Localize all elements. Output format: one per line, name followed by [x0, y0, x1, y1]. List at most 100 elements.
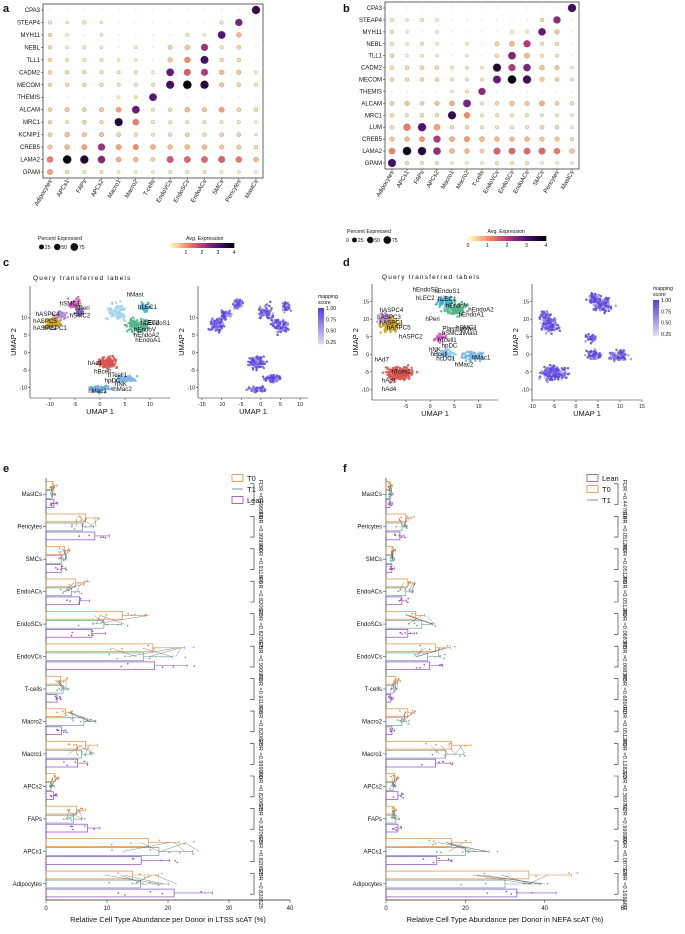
bar-lean-endoscs: [45, 629, 93, 638]
dot-alcam-faps: [419, 101, 425, 106]
c-left-cell-point: [141, 325, 144, 328]
c-left-cell-point: [131, 324, 134, 327]
c-right-cell-point: [277, 375, 281, 378]
d-left-cell-point: [469, 351, 472, 354]
donor-point-t1-smcs: [62, 559, 65, 562]
dot-kcnip1-t-cells: [151, 132, 155, 137]
c-right-cell-point: [267, 374, 271, 378]
donor-point-lean-smcs: [389, 568, 392, 570]
donor-point-t0-endovcs: [428, 648, 431, 651]
donor-point-lean-apcs1: [132, 857, 135, 860]
gene-label-cpa3: CPA3: [25, 8, 41, 14]
dot-mrc1-endoscs: [510, 113, 514, 118]
bar-t0-apcs1: [45, 838, 149, 847]
dot-mecom-macro2: [133, 82, 138, 87]
dot-cpa3-endovcs: [169, 9, 171, 11]
colorbar-step: [219, 243, 222, 248]
donor-point-t0-endovcs: [446, 645, 449, 647]
fdr-bracket-endoacs: [250, 580, 255, 603]
bar-t1-endoscs: [385, 620, 423, 629]
dot-themis-apcs1: [66, 96, 68, 98]
bar-lean-apcs2: [385, 791, 399, 800]
c-left-cell-point: [69, 303, 73, 306]
dot-tll1-smcs: [540, 53, 544, 58]
paired-line-macro1: [454, 745, 463, 755]
dot-steap4-t-cells: [481, 19, 483, 21]
bar-t0-macro1: [385, 740, 452, 750]
c-right-cell-point: [216, 320, 219, 323]
d-right-cell-point: [585, 298, 588, 302]
dot-steap4-macro2: [466, 19, 468, 21]
dot-lum-mastcs: [570, 125, 574, 129]
dot-nebl-smcs: [540, 41, 544, 46]
dot-cadm2-macro2: [465, 65, 469, 70]
bar-t0-apcs2: [385, 773, 396, 782]
c-left-cell-point: [129, 318, 133, 322]
donor-point-lean-t-cells: [390, 698, 393, 701]
c-left-cell-point: [140, 303, 143, 307]
d-left-cluster-label-hmac2: hMac2: [455, 362, 474, 369]
c-left-cell-point: [121, 378, 124, 382]
donor-point-lean-macro1: [74, 761, 77, 763]
d-right-cell-point: [566, 372, 570, 376]
d-right-cell-point: [553, 365, 556, 368]
colorbar-step: [184, 243, 187, 248]
c-right-y-tick-label: -10: [188, 386, 196, 392]
d-left-cluster-label-had7: hAd7: [374, 356, 389, 363]
donor-point-lean-endovcs: [120, 665, 123, 668]
celltype-label-endovcs: EndoVCs: [156, 179, 174, 204]
d-right-cell-point: [604, 309, 608, 312]
c-left-cell-point: [146, 307, 150, 310]
bar-panel-e: 0 10 20 30 40 Relative Cell Type Abundance pe…: [13, 474, 294, 924]
colorbar-step: [221, 243, 224, 248]
dot-myh11-endoscs: [510, 30, 514, 34]
dot-myh11-endoacs: [202, 33, 207, 37]
d-right-cell-point: [552, 374, 555, 377]
d-right-cell-point: [607, 309, 611, 313]
c-left-cell-point: [111, 302, 114, 306]
c-left-x-tick-label: -5: [73, 402, 78, 408]
colorbar-step: [213, 243, 216, 248]
d-right-cell-point: [608, 356, 611, 359]
d-right-cell-point: [541, 310, 544, 313]
donor-point-lean-endoacs: [79, 599, 81, 602]
c-left-cell-point: [114, 374, 118, 378]
dot-lum-apcs1: [403, 123, 411, 131]
c-left-cell-point: [116, 317, 120, 321]
dot-themis-macro2: [133, 95, 138, 100]
d-right-x-tick-label: 10: [617, 404, 623, 410]
category-label-t-cells: T-cells: [25, 687, 42, 693]
c-right-x-tick-label: -5: [239, 402, 244, 408]
d-query-title: Query transferred labels: [382, 274, 481, 281]
paired-line-apcs1: [446, 842, 486, 852]
paired-line-endoscs: [95, 615, 101, 625]
dot-gpam-adipocytes: [387, 158, 397, 168]
donor-point-t1-smcs: [393, 557, 396, 560]
d-left-cell-point: [451, 311, 454, 315]
c-left-cell-point: [62, 317, 66, 321]
c-left-cell-point: [143, 310, 146, 314]
category-label-faps: FAPs: [28, 817, 42, 823]
donor-point-lean-endoacs: [66, 599, 68, 601]
fdr-bracket-endoacs: [614, 580, 619, 603]
c-right-cell-point: [289, 309, 293, 312]
d-right-cell-point: [598, 355, 602, 359]
colorbar-step: [205, 243, 208, 248]
percent-legend-label-50: 50: [61, 245, 67, 251]
d-right-cell-point: [550, 332, 553, 336]
dot-cpa3-t-cells: [481, 7, 483, 9]
dot-cadm2-smcs: [539, 64, 545, 71]
dot-alcam-faps: [82, 107, 87, 112]
donor-point-t1-apcs1: [111, 849, 113, 851]
celltype-label-mastcs: MastCs: [244, 179, 259, 200]
category-label-macro2: Macro2: [22, 719, 43, 725]
dot-nebl-faps: [420, 41, 424, 46]
donor-point-lean-mastcs: [388, 501, 391, 503]
donor-point-t1-endoacs: [397, 590, 399, 593]
c-left-cell-point: [51, 317, 55, 320]
donor-point-t1-macro1: [444, 754, 446, 757]
donor-point-t1-smcs: [60, 557, 63, 560]
donor-point-t1-endoacs: [74, 591, 76, 593]
